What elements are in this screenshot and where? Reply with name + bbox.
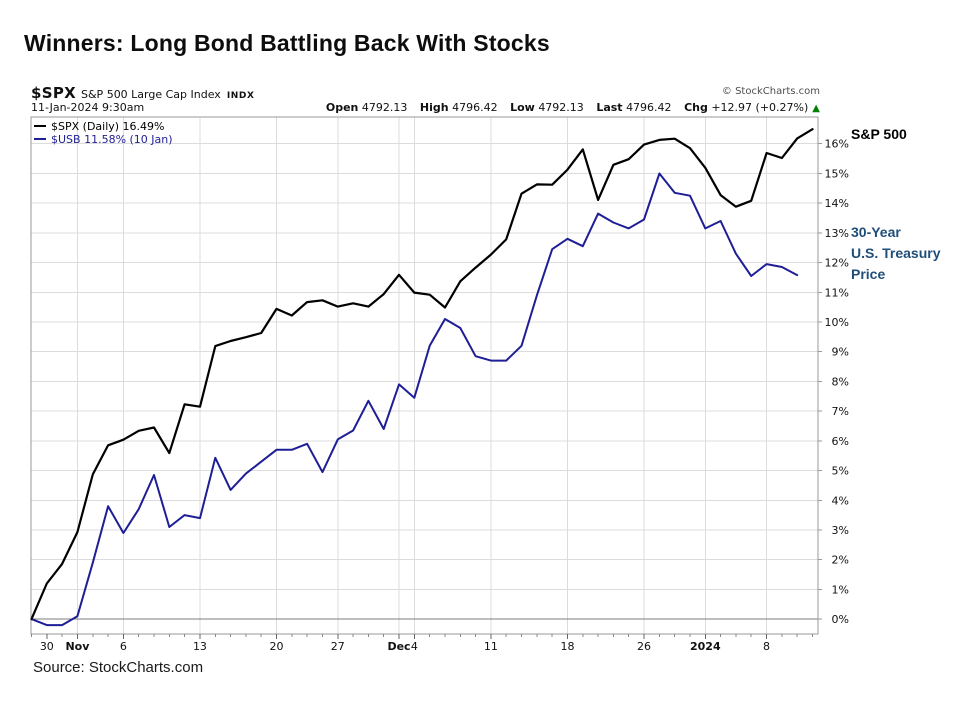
x-axis-label: Dec — [387, 640, 410, 653]
y-axis-label: 2% — [832, 554, 849, 567]
legend-item-usb: $USB 11.58% (10 Jan) — [34, 133, 173, 146]
x-axis-label: 27 — [331, 640, 345, 653]
annotation-treasury: 30-Year U.S. Treasury Price — [851, 222, 959, 285]
y-axis-label: 14% — [825, 197, 849, 210]
quote-last: Last 4796.42 — [596, 101, 672, 114]
x-axis-label: 26 — [637, 640, 651, 653]
ticker-symbol: $SPX — [31, 84, 76, 102]
quote-chg: Chg +12.97 (+0.27%) — [684, 101, 809, 114]
annotation-treasury-line3: Price — [851, 266, 886, 282]
y-axis-label: 13% — [825, 227, 849, 240]
legend-label-spx: $SPX (Daily) 16.49% — [51, 120, 165, 133]
spx-line-swatch — [34, 125, 46, 127]
x-axis-label: 30 — [40, 640, 54, 653]
x-axis-label: 18 — [560, 640, 574, 653]
y-axis-label: 0% — [832, 613, 849, 626]
series-line-spx — [30, 128, 814, 621]
legend-label-usb: $USB 11.58% (10 Jan) — [51, 133, 173, 146]
y-axis-label: 12% — [825, 257, 849, 270]
annotation-treasury-line1: 30-Year — [851, 224, 901, 240]
x-axis-label: 11 — [484, 640, 498, 653]
y-axis-label: 1% — [832, 583, 849, 596]
y-axis-label: 5% — [832, 465, 849, 478]
quote-high: High 4796.42 — [419, 101, 498, 114]
slide-title: Winners: Long Bond Battling Back With St… — [24, 30, 550, 56]
x-axis-label: 20 — [270, 640, 284, 653]
y-axis-label: 7% — [832, 405, 849, 418]
annotation-treasury-line2: U.S. Treasury — [851, 245, 941, 261]
y-axis-label: 10% — [825, 316, 849, 329]
source-note: Source: StockCharts.com — [33, 659, 204, 676]
y-axis-label: 16% — [825, 138, 849, 151]
chart-legend: $SPX (Daily) 16.49% $USB 11.58% (10 Jan) — [34, 120, 173, 146]
series-line-usb — [30, 172, 799, 627]
quote-open: Open 4792.13 — [325, 101, 408, 114]
y-axis-label: 6% — [832, 435, 849, 448]
x-axis-label: 6 — [120, 640, 127, 653]
x-axis-label: 8 — [763, 640, 770, 653]
annotation-sp500: S&P 500 — [851, 126, 907, 142]
legend-item-spx: $SPX (Daily) 16.49% — [34, 120, 173, 133]
y-axis-label: 9% — [832, 346, 849, 359]
y-axis-label: 15% — [825, 167, 849, 180]
copyright-note: © StockCharts.com — [721, 86, 820, 97]
x-axis-label: 2024 — [690, 640, 721, 653]
x-axis-label: 13 — [193, 640, 207, 653]
quote-low: Low 4792.13 — [510, 101, 584, 114]
y-axis-label: 11% — [825, 286, 849, 299]
x-axis-label: Nov — [65, 640, 90, 653]
plot-border — [30, 116, 819, 635]
index-name: S&P 500 Large Cap Index — [81, 88, 221, 101]
y-axis-label: 8% — [832, 375, 849, 388]
up-arrow-icon: ▲ — [812, 103, 820, 114]
y-axis-label: 3% — [832, 524, 849, 537]
usb-line-swatch — [34, 138, 46, 140]
chart-header: $SPX S&P 500 Large Cap Index INDX © StockC… — [31, 84, 820, 102]
exchange-label: INDX — [226, 91, 255, 101]
quote-datetime: 11-Jan-2024 9:30am — [31, 101, 145, 114]
quote-row: 11-Jan-2024 9:30am Open 4792.13 High 479… — [31, 101, 820, 114]
y-axis-label: 4% — [832, 494, 849, 507]
x-axis-label: 4 — [411, 640, 418, 653]
quote-strip: Open 4792.13 High 4796.42 Low 4792.13 La… — [317, 101, 820, 114]
